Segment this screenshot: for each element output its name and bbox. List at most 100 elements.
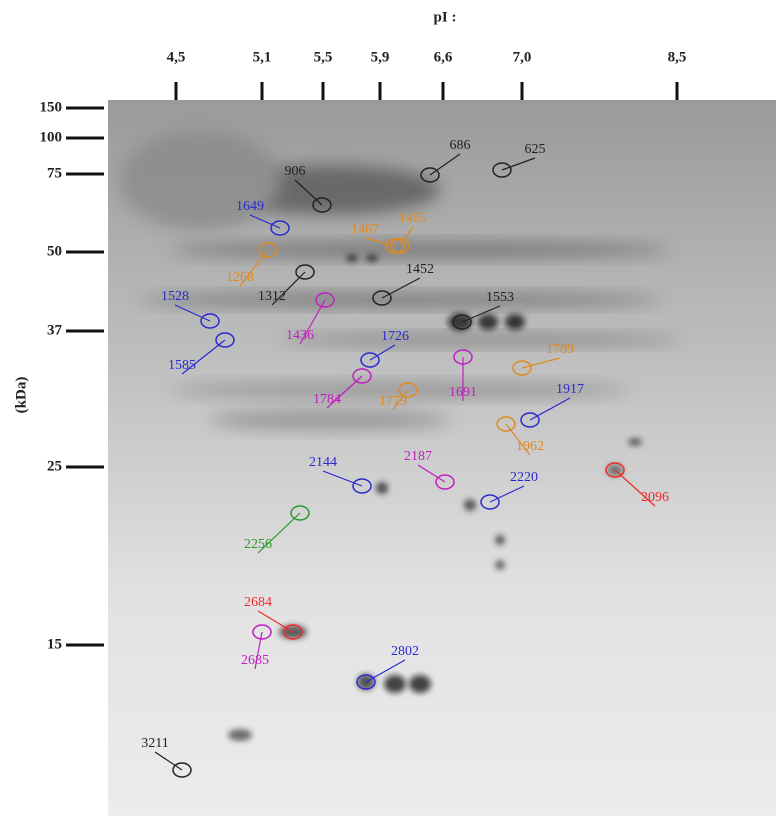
spot-label: 2220 <box>510 470 538 485</box>
mw-tick-label: 75 <box>47 165 62 181</box>
spot-leader <box>392 389 409 411</box>
spot-leader <box>399 226 414 247</box>
spot-leader <box>257 512 301 554</box>
spot-outline <box>312 197 332 213</box>
spot-outline <box>390 238 410 254</box>
spot-leader <box>365 659 406 683</box>
spot-leader <box>381 277 421 299</box>
pi-tick-label: 5,1 <box>253 49 272 65</box>
mw-tick-label: 150 <box>40 99 63 115</box>
pi-tick-label: 5,5 <box>314 49 333 65</box>
spot-leader <box>489 485 525 503</box>
spot-label: 2256 <box>244 537 272 552</box>
spot-leader <box>614 469 656 507</box>
spot-label: 2802 <box>391 644 419 659</box>
spot-outline <box>398 382 418 398</box>
spot-label: 1779 <box>379 394 407 409</box>
spot-label: 2685 <box>241 653 269 668</box>
gel-texture <box>120 130 680 741</box>
spot-outline <box>492 162 512 178</box>
spot-outline <box>356 674 376 690</box>
spot-outline <box>360 352 380 368</box>
spot-leader <box>299 299 326 345</box>
spot-outline <box>290 505 310 521</box>
spot-outline <box>496 416 516 432</box>
spot-outline <box>512 360 532 376</box>
spot-leader <box>254 631 263 670</box>
spot-label: 1649 <box>236 199 264 214</box>
spot-label: 1917 <box>556 382 584 397</box>
spot-leader <box>529 397 571 421</box>
spot-outline <box>200 313 220 329</box>
pi-tick-label: 6,6 <box>434 49 453 65</box>
spot-outline <box>372 290 392 306</box>
spot-label: 1467 <box>351 222 379 237</box>
spot-outline <box>352 478 372 494</box>
spot-leader <box>249 214 281 229</box>
spot-leader <box>521 357 561 369</box>
kda-axis-title: (kDa) <box>13 377 29 414</box>
spot-outline <box>352 368 372 384</box>
spot-outline <box>252 624 272 640</box>
spot-outline <box>283 624 303 640</box>
spot-label: 2187 <box>404 449 432 464</box>
spot-leader <box>369 344 396 361</box>
spot-label: 1726 <box>381 329 409 344</box>
spot-outline <box>215 332 235 348</box>
spot-leader <box>257 610 294 633</box>
spot-leader <box>505 423 531 456</box>
spot-label: 1312 <box>258 289 286 304</box>
spot-outline <box>435 474 455 490</box>
pi-tick-label: 4,5 <box>167 49 186 65</box>
spot-label: 1268 <box>226 270 254 285</box>
spot-label: 686 <box>450 138 471 153</box>
spot-leader <box>154 751 183 771</box>
spot-label: 625 <box>525 142 546 157</box>
spot-outline <box>258 242 278 258</box>
spot-label: 906 <box>285 164 306 179</box>
spot-label: 1553 <box>486 290 514 305</box>
spot-leader <box>322 470 363 487</box>
spot-label: 1528 <box>161 289 189 304</box>
spot-outline <box>453 349 473 365</box>
spot-label: 1436 <box>286 328 314 343</box>
spot-outline <box>172 762 192 778</box>
spot-label: 2684 <box>244 595 272 610</box>
spot-label: 1962 <box>516 439 544 454</box>
spot-label: 1585 <box>168 358 196 373</box>
mw-tick-label: 15 <box>47 636 62 652</box>
spot-label: 2144 <box>309 455 337 470</box>
spot-outline <box>315 292 335 308</box>
spot-leader <box>501 157 536 171</box>
spot-label: 1452 <box>406 262 434 277</box>
spot-outline <box>270 220 290 236</box>
pi-tick-label: 8,5 <box>668 49 687 65</box>
spot-label: 1784 <box>313 392 341 407</box>
mw-tick-label: 50 <box>47 243 62 259</box>
spot-label: 1691 <box>449 385 477 400</box>
spot-label: 3211 <box>141 736 168 751</box>
spot-label: 1455 <box>399 211 427 226</box>
mw-tick-label: 25 <box>47 458 62 474</box>
spot-outline <box>420 167 440 183</box>
spot-outline <box>385 238 405 254</box>
pi-tick-label: 5,9 <box>371 49 390 65</box>
spot-outline <box>520 412 540 428</box>
pi-tick-label: 7,0 <box>513 49 532 65</box>
spot-leader <box>417 464 446 483</box>
spot-outline <box>605 462 625 478</box>
spot-outline <box>295 264 315 280</box>
spot-leader <box>364 237 396 247</box>
mw-tick-label: 100 <box>40 129 63 145</box>
spot-leader <box>429 153 461 176</box>
spot-label: 2096 <box>641 490 669 505</box>
mw-tick-label: 37 <box>47 322 63 338</box>
spot-outline <box>480 494 500 510</box>
spot-outline <box>452 314 472 330</box>
pi-axis-title: pI : <box>434 9 457 25</box>
spot-leader <box>174 304 211 322</box>
spot-leader <box>181 339 226 375</box>
spot-label: 1789 <box>546 342 574 357</box>
